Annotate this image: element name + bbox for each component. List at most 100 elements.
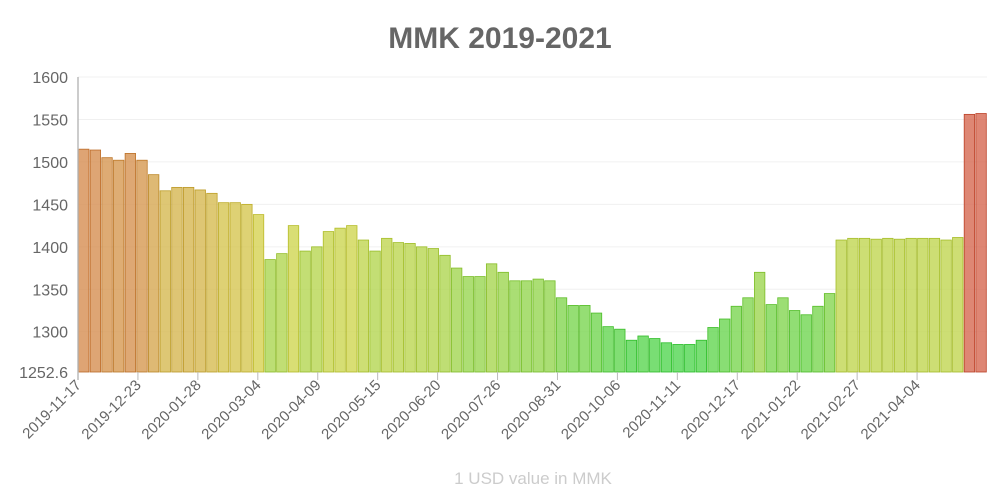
bar[interactable] <box>975 113 987 373</box>
chart-title: MMK 2019-2021 <box>388 22 611 55</box>
bar[interactable] <box>777 297 789 373</box>
y-tick-label: 1400 <box>32 240 68 257</box>
bar[interactable] <box>532 278 544 373</box>
bar[interactable] <box>369 250 381 373</box>
y-tick-label: 1600 <box>32 70 68 87</box>
x-tick-label: 2020-08-31 <box>498 377 564 443</box>
bar[interactable] <box>427 248 439 373</box>
bar[interactable] <box>241 203 253 373</box>
bar[interactable] <box>252 214 265 373</box>
x-tick-label: 2020-01-28 <box>138 377 204 443</box>
bar[interactable] <box>637 335 649 373</box>
bar[interactable] <box>206 192 218 373</box>
bar[interactable] <box>847 237 859 373</box>
bar[interactable] <box>416 246 428 373</box>
bar[interactable] <box>684 344 696 373</box>
bar[interactable] <box>334 227 346 373</box>
bar[interactable] <box>730 305 742 373</box>
x-tick-label: 2020-10-06 <box>558 377 624 443</box>
bar[interactable] <box>614 328 626 373</box>
x-tick-label: 2021-02-27 <box>798 377 864 443</box>
bar[interactable] <box>695 339 708 373</box>
x-tick-label: 2021-04-04 <box>858 377 924 443</box>
bar[interactable] <box>800 314 812 373</box>
bar[interactable] <box>451 267 463 373</box>
bar[interactable] <box>194 189 206 373</box>
bar[interactable] <box>299 250 311 373</box>
bar[interactable] <box>497 271 509 373</box>
bar[interactable] <box>928 237 941 373</box>
y-tick-label: 1252.6 <box>19 365 68 382</box>
bar[interactable] <box>544 280 556 373</box>
y-tick-label: 1500 <box>32 155 68 172</box>
bar[interactable] <box>124 153 136 373</box>
x-tick-label: 2020-03-04 <box>198 377 264 443</box>
bar[interactable] <box>823 293 836 373</box>
bar[interactable] <box>520 280 533 373</box>
bar[interactable] <box>159 190 171 373</box>
bar[interactable] <box>707 327 719 373</box>
bar[interactable] <box>765 304 777 373</box>
x-tick-label: 2020-12-17 <box>678 377 744 443</box>
bar[interactable] <box>346 225 358 373</box>
bar[interactable] <box>602 326 614 373</box>
bar[interactable] <box>311 246 323 373</box>
bar[interactable] <box>742 297 754 373</box>
bar[interactable] <box>381 237 393 373</box>
bar[interactable] <box>893 238 906 373</box>
bar[interactable] <box>509 280 521 373</box>
bar[interactable] <box>136 159 148 373</box>
bar[interactable] <box>590 312 603 373</box>
bar[interactable] <box>952 237 964 373</box>
bar[interactable] <box>101 157 113 373</box>
bar[interactable] <box>917 237 929 373</box>
bar[interactable] <box>905 237 917 373</box>
x-tick-label: 2020-11-11 <box>619 377 684 442</box>
bar[interactable] <box>858 237 871 373</box>
y-tick-label: 1550 <box>32 112 68 129</box>
bar[interactable] <box>940 239 952 373</box>
bar[interactable] <box>276 253 288 373</box>
bar[interactable] <box>113 159 125 373</box>
bar[interactable] <box>89 149 102 373</box>
bar[interactable] <box>148 174 160 373</box>
bar[interactable] <box>287 225 300 373</box>
bar[interactable] <box>217 202 230 373</box>
bar[interactable] <box>462 276 474 373</box>
bar[interactable] <box>485 263 498 373</box>
bar[interactable] <box>870 238 882 373</box>
bar[interactable] <box>788 310 801 373</box>
bar[interactable] <box>182 186 195 373</box>
bar[interactable] <box>229 202 241 373</box>
bar[interactable] <box>357 239 370 373</box>
bar[interactable] <box>78 148 90 373</box>
bar[interactable] <box>322 231 335 373</box>
bar[interactable] <box>660 342 673 373</box>
bar[interactable] <box>474 276 486 373</box>
bar[interactable] <box>404 243 416 373</box>
bar[interactable] <box>171 186 183 373</box>
bar[interactable] <box>579 305 591 373</box>
x-tick-label: 2020-07-26 <box>438 377 504 443</box>
bar[interactable] <box>264 259 276 373</box>
bar[interactable] <box>812 305 824 373</box>
bar[interactable] <box>672 344 684 373</box>
bar[interactable] <box>835 239 847 373</box>
bar[interactable] <box>719 318 731 373</box>
bar[interactable] <box>439 254 451 373</box>
bar[interactable] <box>882 237 894 373</box>
bar[interactable] <box>625 339 638 373</box>
bar[interactable] <box>963 113 976 373</box>
bar[interactable] <box>567 305 579 373</box>
x-tick-label: 2021-01-22 <box>738 377 804 443</box>
bar[interactable] <box>649 338 661 373</box>
bar[interactable] <box>555 297 568 373</box>
x-tick-label: 2019-11-17 <box>19 377 84 442</box>
x-axis-label: 1 USD value in MMK <box>454 469 612 488</box>
x-tick-label: 2020-06-20 <box>378 377 444 443</box>
bar[interactable] <box>392 242 405 373</box>
bar[interactable] <box>754 271 766 373</box>
x-tick-label: 2020-04-09 <box>258 377 324 443</box>
y-tick-label: 1350 <box>32 282 68 299</box>
